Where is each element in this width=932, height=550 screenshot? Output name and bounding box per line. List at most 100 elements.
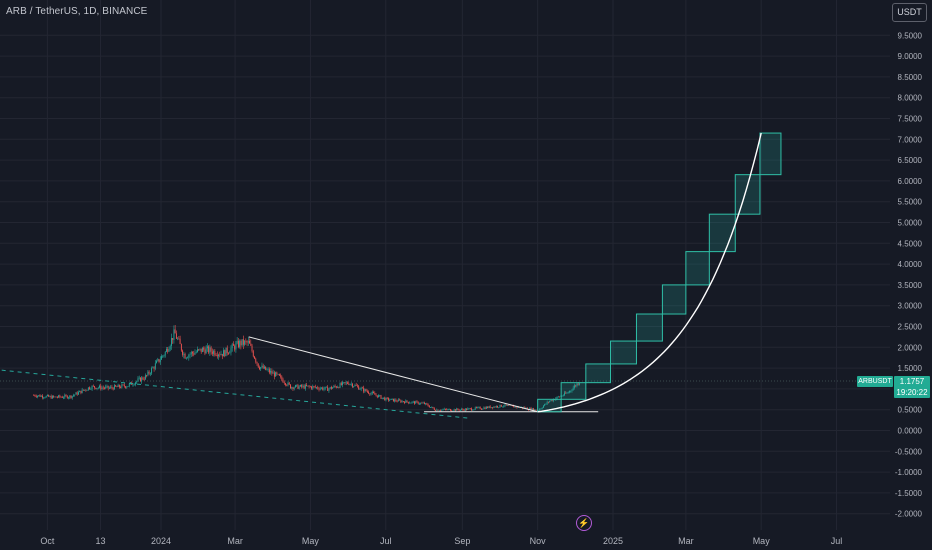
candle-body	[299, 384, 301, 387]
candle-body	[383, 397, 384, 399]
candle-body	[519, 407, 521, 409]
candle-body	[348, 383, 350, 385]
candle-body	[533, 408, 534, 411]
projection-step-box[interactable]	[560, 382, 587, 400]
candle-body	[287, 382, 289, 386]
candle-body	[399, 399, 401, 401]
candle-body	[327, 386, 329, 391]
candle-body	[121, 384, 123, 388]
candle-body	[43, 397, 45, 399]
lightning-icon[interactable]: ⚡	[576, 515, 592, 531]
candle-body	[285, 383, 286, 385]
candle-body	[110, 386, 112, 388]
candle-body	[466, 408, 468, 410]
candle-body	[488, 406, 490, 409]
dashed-support-line[interactable]	[1, 369, 468, 419]
price-tick-label: 4.5000	[898, 239, 923, 248]
candle-body	[495, 406, 497, 408]
time-tick-label: 2024	[151, 536, 171, 546]
candle-body	[467, 408, 469, 410]
candle-body	[211, 351, 213, 354]
candle-body	[349, 383, 351, 385]
candle-body	[402, 401, 404, 402]
candle-body	[182, 350, 184, 355]
candle-body	[476, 407, 477, 409]
projection-step-box[interactable]	[734, 174, 761, 215]
candle-body	[231, 344, 233, 349]
projection-step-box[interactable]	[585, 363, 612, 384]
projection-curve[interactable]	[537, 132, 762, 413]
price-tick-label: -0.5000	[895, 447, 923, 456]
candle-body	[42, 395, 43, 398]
price-axis[interactable]: 9.5000 9.0000 8.5000 8.0000 7.5000 7.0000 6.50…	[895, 31, 923, 518]
candle-body	[84, 389, 86, 391]
candle-body	[108, 387, 110, 389]
candle-body	[40, 395, 42, 397]
candle-body	[66, 395, 68, 399]
candles	[33, 325, 580, 413]
candle-body	[309, 386, 311, 388]
candle-body	[252, 351, 254, 357]
candle-body	[368, 391, 370, 394]
candle-body	[505, 404, 507, 406]
candle-body	[249, 340, 251, 344]
price-tick-label: -1.5000	[895, 489, 923, 498]
candle-body	[197, 349, 198, 352]
descending-trendline[interactable]	[248, 336, 538, 413]
projection-step-box[interactable]	[685, 251, 710, 286]
price-tick-label: 9.0000	[898, 52, 923, 61]
candle-body	[112, 387, 114, 390]
candle-body	[266, 369, 268, 371]
candle-body	[49, 396, 51, 397]
candle-body	[290, 384, 291, 389]
candle-body	[172, 338, 174, 340]
drawings[interactable]	[1, 132, 782, 419]
candle-body	[156, 360, 158, 364]
candle-body	[462, 409, 464, 410]
candle-body	[323, 388, 325, 390]
candle-body	[235, 343, 237, 350]
candle-body	[139, 377, 141, 382]
projection-step-box[interactable]	[759, 132, 782, 176]
candle-body	[59, 395, 61, 397]
candle-body	[338, 387, 340, 388]
candle-body	[234, 345, 236, 350]
candle-body	[146, 375, 148, 377]
projection-step-box[interactable]	[610, 340, 637, 365]
time-axis[interactable]: Oct 13 2024 Mar May Jul Sep Nov 2025 Mar May Jul	[40, 536, 842, 546]
candle-body	[541, 407, 543, 409]
currency-button[interactable]: USDT	[892, 3, 927, 22]
time-tick-label: 2025	[603, 536, 623, 546]
candle-body	[566, 392, 568, 394]
candle-body	[499, 404, 501, 408]
projection-step-box[interactable]	[635, 313, 663, 342]
candle-body	[577, 383, 579, 385]
candle-body	[534, 409, 536, 411]
candle-body	[102, 387, 104, 389]
candle-body	[307, 385, 309, 387]
candle-body	[451, 410, 453, 412]
price-tick-label: 5.5000	[898, 198, 923, 207]
candle-body	[183, 353, 185, 355]
candle-body	[497, 406, 499, 408]
candle-body	[441, 409, 443, 411]
candle-body	[330, 387, 332, 389]
candle-body	[312, 386, 314, 389]
candle-body	[463, 409, 465, 411]
projection-step-box[interactable]	[708, 213, 736, 253]
candle-body	[418, 403, 420, 405]
candle-body	[356, 385, 358, 387]
time-tick-label: Oct	[40, 536, 55, 546]
candle-body	[95, 387, 97, 389]
candle-body	[415, 401, 417, 404]
projection-step-box[interactable]	[661, 284, 687, 315]
candle-body	[46, 395, 48, 396]
candle-body	[137, 378, 139, 382]
candle-body	[180, 344, 182, 351]
candle-body	[373, 392, 375, 394]
candle-body	[75, 392, 77, 395]
candle-body	[340, 383, 342, 385]
candle-body	[73, 395, 74, 397]
candle-body	[480, 408, 482, 410]
